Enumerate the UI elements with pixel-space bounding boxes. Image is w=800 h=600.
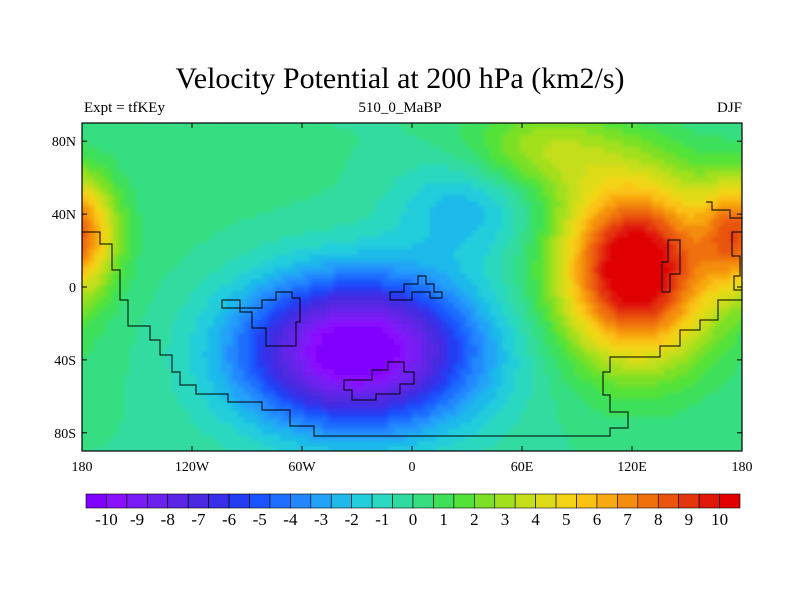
y-tick-label: 80S	[54, 427, 76, 442]
coast-equatorial	[389, 275, 443, 301]
coast-east-edge	[731, 231, 742, 291]
colorbar-swatch	[453, 493, 475, 509]
colorbar-label: -10	[95, 510, 118, 529]
x-axis: 180 120W 60W 0 60E 120E 180	[72, 123, 753, 475]
colorbar-label: 10	[711, 510, 728, 529]
colorbar-label: -9	[130, 510, 144, 529]
colorbar-swatch	[698, 493, 720, 509]
colorbar-swatch	[290, 493, 312, 509]
x-tick-label: 60E	[511, 460, 534, 475]
colorbar-label: 7	[623, 510, 632, 529]
colorbar-label: 1	[439, 510, 448, 529]
colorbar-swatch	[596, 493, 618, 509]
colorbar-swatch	[433, 493, 455, 509]
colorbar-swatch	[147, 493, 169, 509]
coastline	[82, 201, 742, 437]
x-tick-label: 120W	[175, 460, 210, 475]
colorbar-label: -5	[253, 510, 267, 529]
x-tick-label: 180	[72, 460, 93, 475]
colorbar-swatch	[494, 493, 516, 509]
colorbar-swatch	[392, 493, 414, 509]
y-tick-label: 40S	[54, 354, 76, 369]
colorbar-swatch	[167, 493, 189, 509]
colorbar-swatch	[474, 493, 496, 509]
colorbar-label: -6	[222, 510, 236, 529]
colorbar-label: -4	[283, 510, 298, 529]
colorbar-label: 9	[685, 510, 694, 529]
x-tick-label: 0	[409, 460, 416, 475]
colorbar-swatch	[617, 493, 639, 509]
colorbar-swatch	[637, 493, 659, 509]
y-tick-label: 0	[69, 281, 76, 296]
y-tick-label: 40N	[52, 208, 76, 223]
season-label: DJF	[716, 100, 742, 116]
colorbar-label: 2	[470, 510, 479, 529]
run-label: 510_0_MaBP	[358, 100, 442, 116]
colorbar-swatch	[126, 493, 148, 509]
colorbar-swatch	[719, 493, 741, 509]
colorbar-swatch	[187, 493, 209, 509]
coast-antarctic-peninsula	[343, 361, 415, 401]
y-axis: 80N 40N 0 40S 80S	[52, 135, 742, 442]
colorbar-swatch	[514, 493, 536, 509]
colorbar-swatch	[555, 493, 577, 509]
contour-field	[82, 123, 742, 451]
colorbar-swatch	[85, 493, 107, 509]
colorbar-swatch	[351, 493, 373, 509]
colorbar-swatch	[269, 493, 291, 509]
coast-north-pacific	[706, 201, 742, 219]
colorbar-swatch	[330, 493, 352, 509]
coast-asia	[661, 239, 681, 293]
chart-title: Velocity Potential at 200 hPa (km2/s)	[175, 62, 625, 95]
coast-americas	[82, 231, 742, 437]
experiment-label: Expt = tfKEy	[84, 100, 165, 116]
colorbar-label: 4	[531, 510, 540, 529]
x-tick-label: 60W	[288, 460, 316, 475]
y-tick-label: 80N	[52, 135, 76, 150]
colorbar-swatch	[228, 493, 250, 509]
colorbar-label: -7	[191, 510, 206, 529]
colorbar-swatch	[208, 493, 230, 509]
colorbar-swatch	[657, 493, 679, 509]
x-tick-label: 120E	[617, 460, 647, 475]
coast-south-america	[221, 291, 301, 347]
colorbar-swatch	[412, 493, 434, 509]
colorbar-swatch	[106, 493, 128, 509]
colorbar-swatch	[310, 493, 332, 509]
colorbar-label: 8	[654, 510, 663, 529]
colorbar-label: 6	[593, 510, 602, 529]
colorbar-label: -1	[375, 510, 389, 529]
colorbar-label: -8	[161, 510, 175, 529]
colorbar-swatch	[678, 493, 700, 509]
colorbar-swatch	[249, 493, 271, 509]
colorbar: -10 -9 -8 -7 -6 -5 -4 -3 -2 -1 0 1 2 3 4 5 6 7 8 9 10	[85, 493, 741, 529]
x-tick-label: 180	[732, 460, 753, 475]
colorbar-swatch	[371, 493, 393, 509]
colorbar-swatch	[535, 493, 557, 509]
colorbar-label: -2	[345, 510, 359, 529]
colorbar-label: -3	[314, 510, 328, 529]
colorbar-label: 0	[409, 510, 418, 529]
colorbar-swatch	[576, 493, 598, 509]
colorbar-label: 3	[501, 510, 510, 529]
colorbar-label: 5	[562, 510, 571, 529]
